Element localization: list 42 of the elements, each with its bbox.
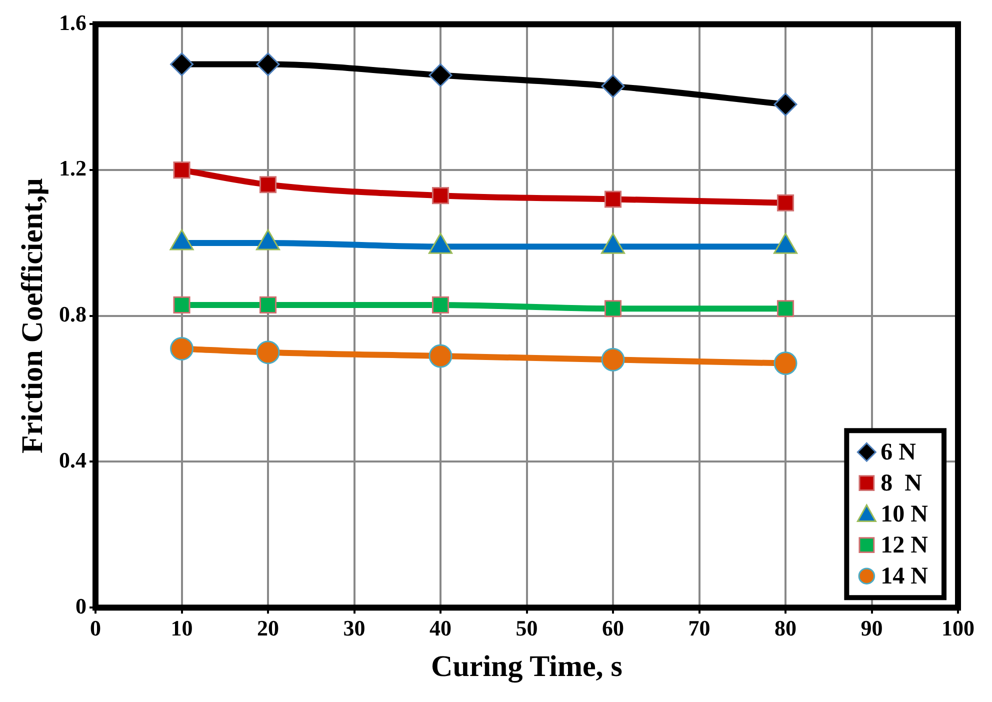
x-tick-label: 60 bbox=[602, 615, 624, 640]
point bbox=[173, 162, 190, 179]
point bbox=[776, 194, 794, 212]
x-tick-label: 100 bbox=[942, 615, 974, 640]
y-tick-label: 0.4 bbox=[59, 447, 86, 472]
x-tick-label: 10 bbox=[170, 615, 193, 640]
point bbox=[170, 336, 194, 360]
x-tick-label: 50 bbox=[516, 615, 538, 640]
point bbox=[428, 64, 452, 87]
point bbox=[774, 352, 798, 376]
x-tick-label: 40 bbox=[430, 615, 452, 640]
point bbox=[259, 296, 277, 314]
point bbox=[170, 52, 194, 76]
legend-label: 12 N bbox=[880, 532, 929, 558]
point bbox=[432, 187, 450, 204]
legend-label: 10 N bbox=[880, 501, 929, 528]
point bbox=[601, 348, 625, 372]
x-tick-label: 70 bbox=[688, 615, 710, 640]
point bbox=[776, 300, 794, 318]
point bbox=[604, 300, 622, 318]
x-tick-label: 80 bbox=[774, 615, 796, 640]
y-tick-label: 1.2 bbox=[59, 156, 86, 181]
legend-label: 6 N bbox=[880, 439, 917, 466]
x-axis-title: Curing Time, s bbox=[431, 650, 622, 683]
legend-label: 14 N bbox=[880, 563, 929, 590]
point bbox=[774, 92, 798, 116]
legend-label: 8 N bbox=[880, 470, 923, 496]
x-tick-label: 90 bbox=[860, 615, 883, 640]
y-tick-label: 1.6 bbox=[59, 10, 86, 35]
point bbox=[432, 296, 450, 314]
x-tick-label: 30 bbox=[343, 615, 366, 640]
point bbox=[256, 340, 280, 364]
x-tick-label: 20 bbox=[257, 615, 279, 640]
y-tick-label: 0.8 bbox=[59, 302, 86, 327]
point bbox=[428, 344, 452, 368]
point bbox=[173, 296, 190, 314]
point bbox=[259, 176, 277, 194]
y-tick-label: 0 bbox=[76, 593, 86, 618]
point bbox=[604, 190, 622, 208]
point bbox=[601, 74, 625, 98]
point bbox=[256, 52, 280, 76]
y-axis-title: Friction Coefficient,μ bbox=[16, 178, 49, 454]
